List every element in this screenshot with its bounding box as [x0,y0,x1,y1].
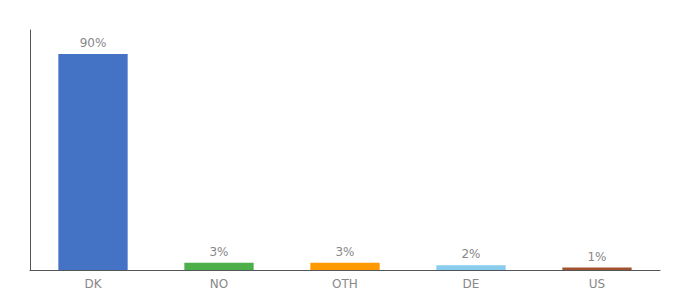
svg-text:2%: 2% [461,247,480,261]
svg-text:90%: 90% [80,36,107,50]
svg-text:OTH: OTH [332,277,358,291]
svg-text:NO: NO [210,277,228,291]
svg-text:1%: 1% [587,250,606,264]
svg-text:DE: DE [463,277,480,291]
svg-text:DK: DK [84,277,102,291]
svg-text:US: US [589,277,605,291]
svg-text:3%: 3% [209,245,228,259]
svg-text:3%: 3% [335,245,354,259]
